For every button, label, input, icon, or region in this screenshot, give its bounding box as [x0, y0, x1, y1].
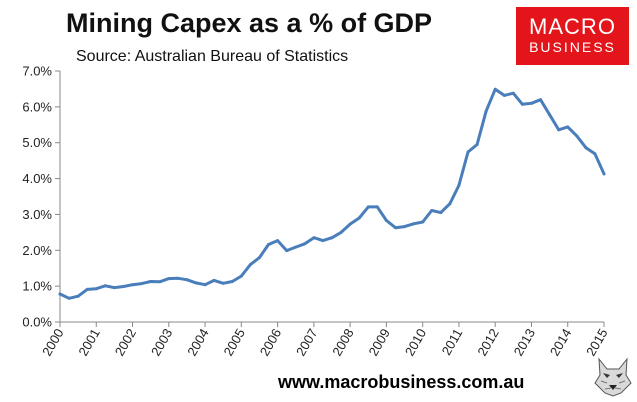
data-point	[421, 220, 425, 224]
data-point	[412, 222, 416, 226]
data-point	[221, 281, 225, 285]
data-point	[466, 150, 470, 154]
logo-line-business: BUSINESS	[529, 39, 616, 55]
data-point	[285, 249, 289, 253]
data-point	[484, 109, 488, 113]
y-tick-label: 2.0%	[22, 243, 52, 258]
x-axis-ticks: 2000 2001 2002 2003 2004 2005 2006 2007 2008 2009…	[39, 322, 611, 359]
data-point	[375, 205, 379, 209]
data-point	[348, 222, 352, 226]
data-point	[267, 243, 270, 246]
data-point	[312, 236, 316, 240]
data-point	[475, 143, 479, 146]
chart-title: Mining Capex as a % of GDP	[66, 8, 433, 38]
data-point	[339, 230, 343, 234]
data-point	[457, 183, 461, 187]
y-tick-label: 7.0%	[22, 64, 52, 79]
data-point	[366, 205, 370, 209]
x-tick-label: 2005	[220, 326, 247, 359]
data-point	[575, 134, 579, 138]
x-tick-label: 2012	[474, 326, 501, 359]
logo-line-macro: MACRO	[529, 14, 616, 39]
data-point	[58, 292, 62, 296]
data-point	[384, 219, 388, 222]
data-point	[248, 263, 252, 267]
data-point	[85, 287, 89, 291]
data-point	[511, 91, 515, 95]
data-point	[330, 236, 334, 240]
x-tick-label: 2001	[75, 326, 102, 359]
data-point	[112, 286, 116, 290]
data-point	[67, 296, 71, 300]
data-point	[502, 93, 506, 97]
data-point	[593, 152, 597, 156]
x-tick-label: 2011	[439, 326, 466, 358]
data-point	[167, 277, 171, 281]
data-point	[548, 113, 552, 117]
data-point	[530, 101, 533, 105]
data-point	[203, 283, 207, 287]
data-point	[394, 226, 397, 230]
x-tick-label: 2007	[293, 326, 320, 359]
data-point	[76, 294, 80, 298]
chart-subtitle: Source: Australian Bureau of Statistics	[76, 48, 349, 65]
y-tick-label: 5.0%	[22, 135, 52, 150]
x-tick-label: 2006	[257, 326, 284, 359]
data-point	[321, 239, 325, 243]
x-tick-label: 2015	[583, 326, 610, 359]
data-point	[158, 280, 162, 284]
x-tick-label: 2002	[112, 326, 139, 359]
data-point	[448, 202, 452, 206]
data-point	[149, 280, 153, 283]
data-point	[176, 276, 180, 280]
data-point	[303, 242, 307, 246]
x-tick-label: 2013	[511, 326, 538, 359]
data-point	[357, 216, 361, 220]
data-point	[493, 87, 497, 91]
data-point	[122, 285, 125, 288]
data-point	[584, 146, 588, 150]
y-axis-ticks: 0.0% 1.0% 2.0% 3.0% 4.0% 5.0% 6.0% 7.0%	[22, 64, 60, 330]
x-tick-label: 2014	[547, 326, 574, 359]
data-point	[230, 280, 234, 283]
x-tick-label: 2003	[148, 326, 175, 359]
x-tick-label: 2010	[402, 326, 429, 359]
data-point	[212, 278, 216, 282]
data-point	[131, 283, 134, 287]
chart-axes	[59, 71, 604, 323]
data-point	[94, 287, 98, 291]
y-tick-label: 0.0%	[22, 315, 52, 330]
data-point	[539, 98, 542, 102]
wolf-mascot-icon	[593, 355, 633, 397]
data-point	[194, 281, 198, 285]
data-point	[276, 239, 280, 243]
series-line	[58, 87, 606, 300]
x-tick-label: 2004	[184, 326, 211, 359]
data-point	[566, 125, 570, 129]
data-point	[557, 128, 561, 132]
data-point	[103, 284, 107, 288]
data-point	[439, 211, 443, 215]
footer-url: www.macrobusiness.com.au	[278, 372, 525, 392]
data-point	[239, 274, 243, 278]
data-point	[403, 225, 406, 229]
data-point	[520, 102, 524, 106]
data-point	[602, 172, 606, 176]
y-tick-label: 4.0%	[22, 171, 52, 186]
data-point	[258, 256, 261, 259]
y-tick-label: 6.0%	[22, 99, 52, 114]
data-point	[185, 278, 189, 282]
chart-series	[58, 87, 606, 300]
y-tick-label: 3.0%	[22, 207, 52, 222]
data-point	[294, 245, 298, 249]
data-point	[430, 209, 434, 212]
x-tick-label: 2008	[329, 326, 356, 359]
x-tick-label: 2000	[39, 326, 66, 359]
data-point	[140, 282, 144, 286]
x-tick-label: 2009	[366, 326, 393, 359]
y-tick-label: 1.0%	[22, 279, 52, 294]
macrobusiness-logo: MACRO BUSINESS	[516, 7, 629, 65]
